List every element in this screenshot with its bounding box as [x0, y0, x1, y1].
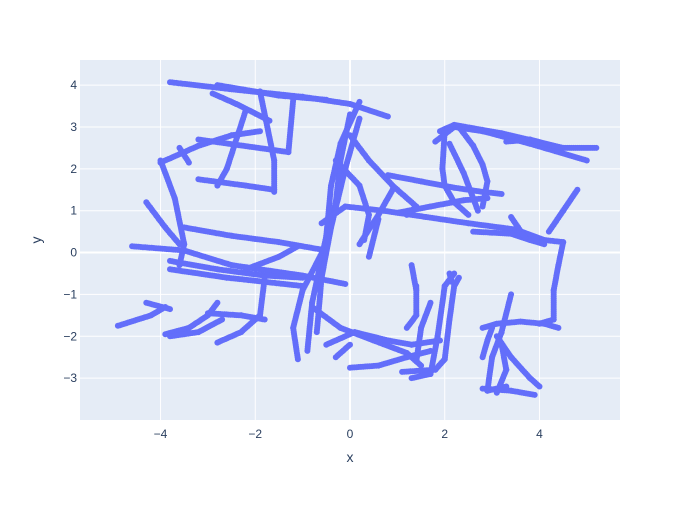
x-tick-label: −4	[154, 427, 168, 441]
scatter-point	[498, 191, 505, 197]
scatter-point	[493, 389, 500, 396]
scatter-point	[294, 243, 301, 250]
scatter-point	[455, 274, 462, 281]
scatter-point	[574, 186, 581, 193]
scatter-point	[489, 324, 496, 331]
y-tick-label: −3	[63, 371, 77, 385]
marker-layer	[114, 79, 600, 398]
scatter-point	[593, 144, 600, 151]
scatter-point	[176, 241, 183, 248]
scatter-point	[219, 316, 226, 323]
y-axis-label: y	[28, 237, 44, 244]
scatter-point	[214, 182, 221, 189]
scatter-point	[356, 115, 363, 122]
scatter-point	[384, 113, 391, 120]
scatter-point	[555, 324, 562, 331]
scatter-point	[418, 362, 425, 369]
scatter-point	[299, 274, 306, 281]
scatter-point	[536, 383, 543, 390]
scatter-point	[261, 274, 268, 281]
scatter-point	[541, 241, 548, 248]
scatter-point	[389, 186, 396, 193]
y-tick-labels: −3 −2 −1 0 1 2 3 4	[63, 78, 77, 385]
scatter-point	[583, 157, 590, 164]
scatter-point	[257, 128, 263, 135]
x-tick-label: −2	[248, 427, 262, 441]
scatter-point	[448, 278, 455, 285]
scatter-point	[427, 299, 434, 306]
y-tick-label: 4	[70, 78, 77, 92]
x-tick-labels: −4 −2 0 2 4	[154, 427, 543, 441]
x-tick-label: 2	[441, 427, 448, 441]
scatter-point	[375, 216, 382, 223]
scatter-point	[465, 211, 472, 218]
y-tick-label: −1	[63, 287, 77, 301]
scatter-point	[474, 207, 481, 214]
scatter-point	[342, 281, 349, 287]
scatter-point	[214, 299, 221, 306]
scatter-point	[508, 291, 515, 298]
scatter-point	[479, 203, 486, 210]
scatter-point	[323, 96, 330, 103]
scatter-point	[347, 341, 353, 348]
x-axis-label: x	[347, 449, 354, 465]
scatter-point	[356, 98, 363, 105]
y-tick-label: 2	[70, 162, 77, 176]
scatter-point	[413, 287, 420, 294]
y-tick-label: 3	[70, 120, 77, 134]
y-tick-label: 1	[70, 204, 77, 218]
scatter-point	[508, 214, 515, 220]
x-tick-label: 4	[536, 427, 543, 441]
y-tick-label: 0	[70, 246, 77, 260]
scatter-point	[261, 316, 268, 323]
scatter-point	[167, 306, 173, 313]
scatter-point	[531, 391, 538, 398]
x-tick-label: 0	[347, 427, 354, 441]
scatter-point	[550, 142, 557, 149]
y-tick-label: −2	[63, 329, 77, 343]
scatter-point	[195, 136, 202, 143]
scatter-point	[271, 186, 278, 193]
scatter-point	[185, 159, 192, 166]
